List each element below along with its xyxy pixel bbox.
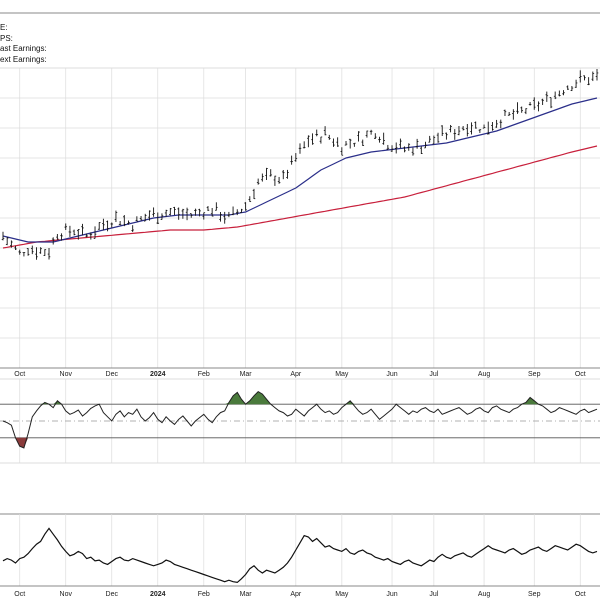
- low-x-tick-label: Mar: [240, 591, 253, 598]
- price-x-tick-label: Dec: [106, 371, 119, 378]
- low-indicator-line: [2, 527, 598, 584]
- osc-oversold-fill: [15, 437, 29, 448]
- price-x-tick-label: Nov: [60, 371, 73, 378]
- low-x-tick-label: Dec: [106, 591, 119, 598]
- oscillator-panel: [0, 378, 600, 464]
- price-x-tick-label: 2024: [150, 371, 166, 378]
- low-x-tick-label: Apr: [290, 591, 302, 598]
- info-line-3: ast Earnings:: [0, 44, 47, 53]
- low-x-tick-label: Sep: [528, 591, 541, 598]
- info-header: E: PS: ast Earnings: ext Earnings:: [0, 23, 47, 65]
- low-x-tick-label: Oct: [14, 591, 25, 598]
- info-line-2: PS:: [0, 33, 13, 43]
- info-line-1: E:: [0, 23, 8, 32]
- price-x-tick-label: Feb: [198, 371, 210, 378]
- slow-moving-average-line: [2, 145, 598, 249]
- low-x-tick-label: May: [335, 591, 349, 598]
- osc-line: [2, 390, 598, 449]
- price-x-tick-label: Aug: [478, 371, 491, 378]
- price-x-tick-label: Jul: [429, 371, 438, 378]
- low-x-tick-label: 2024: [150, 591, 166, 598]
- low-x-tick-label: Feb: [198, 591, 210, 598]
- low-x-tick-label: Jun: [386, 591, 397, 598]
- price-panel: Oct Nov Dec 2024 Feb Mar Apr May Jun Jul Aug Sep Oct: [0, 12, 600, 378]
- price-bars: [1, 69, 599, 260]
- fast-moving-average-line: [2, 97, 598, 243]
- price-x-tick-label: Oct: [14, 371, 25, 378]
- price-x-tick-label: Apr: [290, 371, 302, 378]
- low-x-tick-label: Nov: [60, 591, 73, 598]
- lower-indicator-panel: Oct Nov Dec 2024 Feb Mar Apr May Jun Jul Aug Sep Oct: [0, 513, 600, 598]
- price-x-tick-label: Sep: [528, 371, 541, 378]
- low-x-tick-label: Jul: [429, 591, 438, 598]
- info-line-4: ext Earnings:: [0, 54, 47, 64]
- osc-overbought-fill: [245, 391, 271, 405]
- price-x-tick-label: May: [335, 371, 349, 378]
- price-x-tick-label: Jun: [386, 371, 397, 378]
- price-x-tick-label: Oct: [575, 371, 586, 378]
- price-x-tick-label: Mar: [240, 371, 253, 378]
- low-x-tick-label: Oct: [575, 591, 586, 598]
- low-x-tick-label: Aug: [478, 591, 491, 598]
